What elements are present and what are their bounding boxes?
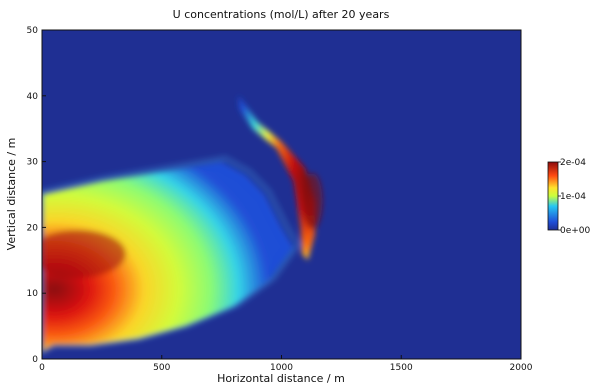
main-plume — [42, 161, 294, 353]
x-tick-label: 500 — [153, 363, 170, 373]
x-tick-label: 1500 — [390, 363, 413, 373]
y-axis-label: Vertical distance / m — [5, 138, 18, 251]
x-tick-label: 2000 — [510, 363, 533, 373]
y-tick-label: 0 — [32, 355, 38, 365]
front-arc-plume — [238, 95, 315, 261]
colorbar-tick-label: 0e+00 — [560, 226, 591, 236]
plot-area — [42, 30, 521, 359]
colorbar-ticks: 0e+00 1e-04 2e-04 — [558, 158, 591, 236]
y-tick-label: 20 — [27, 223, 39, 233]
y-tick-label: 30 — [27, 158, 39, 168]
x-axis-label: Horizontal distance / m — [217, 372, 345, 385]
main-plume-core — [42, 229, 126, 278]
colorbar-tick-label: 2e-04 — [560, 158, 586, 168]
x-axis-ticks: 0 500 1000 1500 2000 — [39, 355, 533, 373]
y-tick-label: 10 — [27, 289, 39, 299]
y-tick-label: 50 — [27, 26, 39, 36]
x-tick-label: 1000 — [270, 363, 293, 373]
front-arc-core — [302, 173, 323, 230]
colorbar: 0e+00 1e-04 2e-04 — [547, 158, 591, 236]
chart-title: U concentrations (mol/L) after 20 years — [173, 8, 390, 21]
x-tick-label: 0 — [39, 363, 45, 373]
colorbar-gradient — [547, 161, 559, 231]
y-axis-ticks: 0 10 20 30 40 50 — [27, 26, 46, 365]
plume-layer — [42, 95, 323, 355]
y-tick-label: 40 — [27, 92, 39, 102]
main-plume-halo — [42, 155, 301, 355]
colorbar-tick-label: 1e-04 — [560, 192, 586, 202]
